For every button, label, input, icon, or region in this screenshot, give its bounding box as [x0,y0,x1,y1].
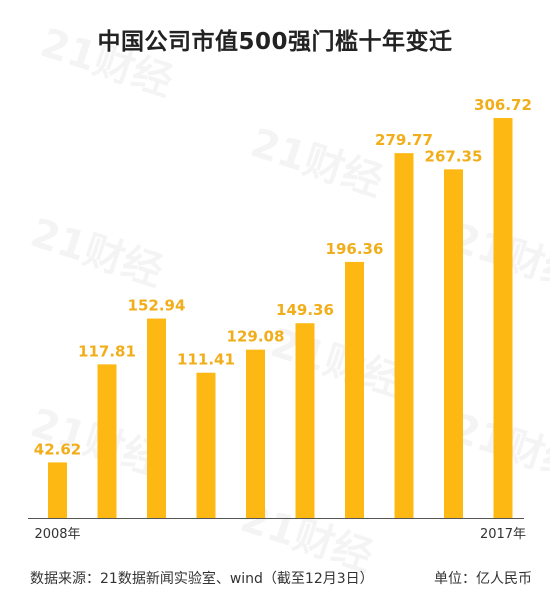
bar [345,261,364,518]
data-label: 111.41 [177,351,235,369]
data-label: 152.94 [128,297,186,315]
bar [394,153,414,518]
data-label: 279.77 [375,131,433,149]
bar [246,349,265,518]
x-tick-label: 2008年 [34,527,80,542]
data-label: 267.35 [425,147,483,165]
data-label: 149.36 [276,301,334,319]
bar [196,372,216,518]
bar [295,323,315,518]
data-label: 196.36 [326,240,384,258]
data-label: 117.81 [78,342,136,360]
bar [444,169,463,518]
source-note: 数据来源：21数据新闻实验室、wind（截至12月3日） [30,571,374,587]
bar [493,118,513,518]
data-label: 42.62 [34,440,81,458]
chart-title: 中国公司市值500强门槛十年变迁 [97,29,453,55]
unit-note: 单位：亿人民币 [434,571,532,587]
bar [147,318,166,518]
x-tick-label: 2017年 [480,527,526,542]
bar [48,462,67,518]
bar [97,364,117,518]
data-label: 129.08 [227,328,285,346]
data-label: 306.72 [474,96,532,114]
